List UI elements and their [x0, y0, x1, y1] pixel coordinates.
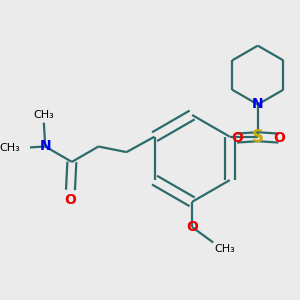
Text: O: O — [273, 131, 285, 145]
Text: N: N — [252, 98, 264, 112]
Text: O: O — [186, 220, 198, 234]
Text: O: O — [64, 193, 76, 207]
Text: CH₃: CH₃ — [214, 244, 235, 254]
Text: N: N — [39, 140, 51, 154]
Text: O: O — [231, 131, 243, 145]
Text: CH₃: CH₃ — [34, 110, 54, 120]
Text: S: S — [252, 128, 264, 146]
Text: CH₃: CH₃ — [0, 143, 20, 153]
